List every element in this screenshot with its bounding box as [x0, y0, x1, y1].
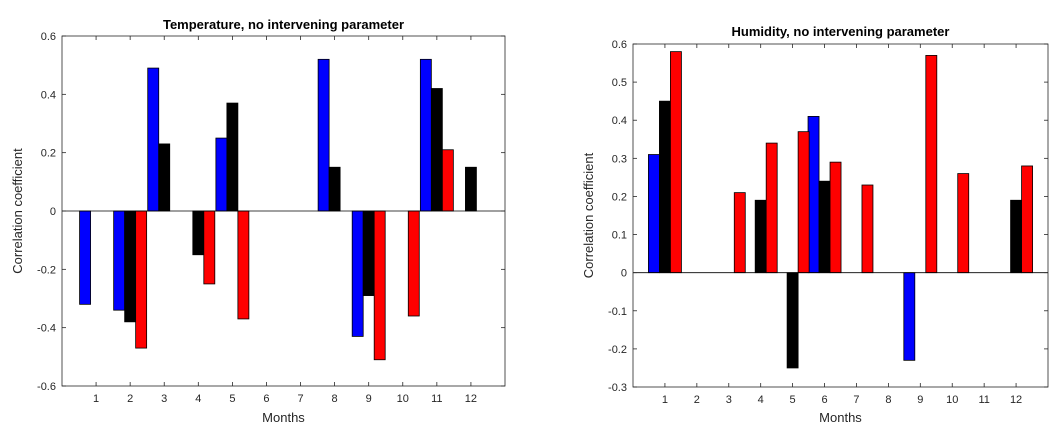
chart-0-bar [419, 58, 432, 212]
chart-1-bar [818, 180, 831, 274]
chart-1-xtick-label: 2 [694, 394, 700, 406]
chart-0-bar [317, 58, 330, 212]
chart-1-bar [925, 55, 938, 274]
chart-0-bar [124, 210, 137, 323]
chart-0-bar [328, 166, 341, 212]
chart-1-ytick-label: 0.5 [612, 77, 627, 89]
chart-1-bar [797, 131, 810, 274]
chart-0-bar [158, 143, 171, 212]
chart-1-ytick-label: 0.3 [612, 153, 627, 165]
chart-0-ytick-label: 0.6 [41, 31, 56, 43]
chart-0-xtick-label: 3 [161, 393, 167, 405]
chart-0-ytick-label: -0.2 [37, 264, 56, 276]
chart-0-bar [203, 210, 216, 285]
temperature-chart: -0.6-0.4-0.200.20.40.61 2 3 4 5 6 7 8 9 10 11 12Tem… [10, 17, 506, 425]
chart-0-title: Temperature, no intervening parameter [163, 17, 404, 32]
chart-1-x-axis-label: Months [819, 410, 862, 425]
chart-1-ytick-label: 0.6 [612, 39, 627, 51]
chart-1-ytick-label: 0.4 [612, 115, 627, 127]
chart-1-xtick-label: 6 [821, 394, 827, 406]
chart-0-y-axis-label: Correlation coefficient [10, 148, 25, 274]
chart-0-xtick-label: 6 [263, 393, 269, 405]
chart-0-bar [407, 210, 420, 317]
chart-0-bar [226, 102, 239, 212]
chart-0-bar [192, 210, 205, 256]
chart-0-bar [441, 149, 454, 212]
chart-1-xtick-label: 9 [917, 394, 923, 406]
chart-1-ytick-label: 0.2 [612, 191, 627, 203]
chart-0-bar [351, 210, 364, 337]
chart-0-bar [362, 210, 375, 296]
chart-1-xtick-label: 11 [978, 394, 989, 406]
chart-0-xtick-label: 10 [397, 393, 409, 405]
chart-1-ytick-label: -0.1 [608, 306, 627, 318]
chart-0-bar [147, 67, 160, 212]
chart-0-xtick-label: 7 [297, 393, 303, 405]
chart-0-xtick-label: 12 [465, 393, 477, 405]
chart-0-xtick-label: 11 [431, 393, 442, 405]
chart-1-bar [786, 272, 799, 369]
chart-1-xtick-label: 1 [662, 394, 668, 406]
chart-0-x-axis-label: Months [262, 410, 305, 425]
chart-1-ytick-label: -0.3 [608, 382, 627, 394]
chart-1-bar [807, 116, 820, 274]
chart-1-xtick-label: 4 [758, 394, 764, 406]
chart-1-xtick-label: 12 [1010, 394, 1022, 406]
chart-1-xtick-label: 3 [726, 394, 732, 406]
chart-1-bar [670, 51, 682, 274]
chart-1-bar [754, 199, 767, 274]
chart-0-xtick-label: 1 [93, 393, 99, 405]
chart-1-bar [903, 272, 916, 361]
chart-0-bar [135, 210, 148, 349]
chart-1-bar [1010, 199, 1022, 274]
chart-1-bar [957, 173, 970, 274]
chart-1-xtick-label: 8 [885, 394, 891, 406]
chart-1-ytick-label: 0.1 [612, 230, 627, 242]
chart-1-bar [733, 192, 746, 274]
chart-0-bar [430, 88, 443, 212]
chart-1-bar [659, 100, 671, 274]
chart-0-ytick-label: -0.6 [37, 381, 56, 393]
chart-1-bar [861, 184, 874, 274]
chart-1-bar [1021, 165, 1033, 274]
chart-0-ytick-label: 0.2 [41, 148, 56, 160]
humidity-chart: -0.3-0.2-0.100.10.20.30.40.50.61 2 3 4 5 6 7 8 9… [581, 24, 1049, 425]
chart-0-bar [215, 137, 228, 212]
chart-1-title: Humidity, no intervening parameter [732, 24, 950, 39]
chart-0-ytick-label: 0.4 [41, 89, 56, 101]
chart-1-xtick-label: 10 [946, 394, 958, 406]
chart-0-ytick-label: 0 [50, 206, 56, 218]
chart-0-bar [79, 210, 91, 305]
chart-0-xtick-label: 8 [332, 393, 338, 405]
chart-1-y-axis-label: Correlation coefficient [581, 152, 596, 278]
chart-1-xtick-label: 5 [790, 394, 796, 406]
chart-0-xtick-label: 9 [366, 393, 372, 405]
chart-1-xtick-label: 7 [853, 394, 859, 406]
chart-0-xtick-label: 4 [195, 393, 201, 405]
chart-1-bar [648, 154, 660, 274]
chart-0-bar [237, 210, 250, 320]
chart-1-ytick-label: -0.2 [608, 344, 627, 356]
chart-0-xtick-label: 2 [127, 393, 133, 405]
chart-0-ytick-label: -0.4 [37, 323, 56, 335]
chart-0-bar [465, 166, 477, 212]
chart-1-ytick-label: 0 [621, 268, 627, 280]
chart-0-bar [373, 210, 386, 361]
chart-1-bar [765, 142, 778, 274]
chart-1-bar [829, 161, 842, 274]
chart-0-bar [113, 210, 126, 311]
chart-0-xtick-label: 5 [229, 393, 235, 405]
chart-1-axes-box [632, 43, 1049, 388]
